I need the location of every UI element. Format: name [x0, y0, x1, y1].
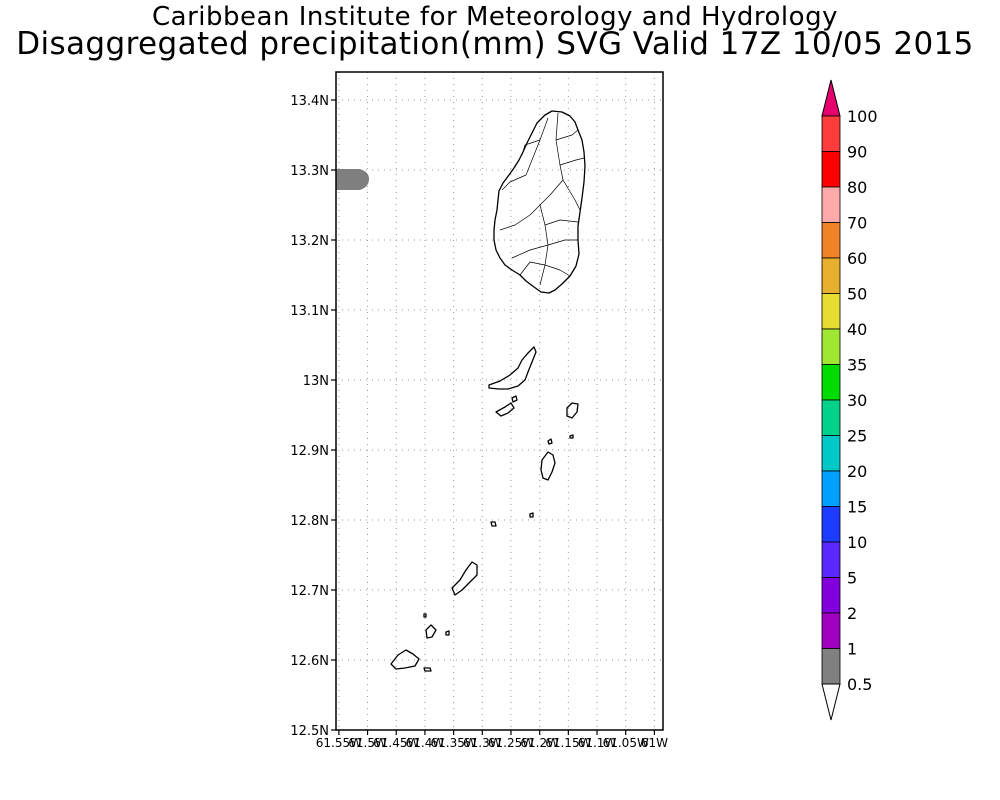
island-canouan [540, 451, 556, 481]
legend-color-box [821, 293, 841, 330]
lon-tick-label: 61.3W [463, 736, 502, 750]
island-islet [423, 667, 432, 672]
lat-tick-label: 13.2N [290, 234, 329, 249]
legend-level-label: 2 [847, 604, 857, 623]
lat-tick-label: 12.7N [290, 584, 329, 599]
legend-level-label: 20 [847, 462, 867, 481]
island-islet [511, 395, 518, 403]
island-st-vincent [493, 110, 586, 294]
map-title: Caribbean Institute for Meteorology and … [152, 2, 838, 32]
lat-tick-label: 13.3N [290, 164, 329, 179]
island-union [451, 561, 478, 596]
legend-level-label: 60 [847, 249, 867, 268]
legend-level-label: 70 [847, 214, 867, 233]
legend-level-label: 0.5 [847, 675, 872, 694]
legend-max-arrow [821, 79, 841, 117]
legend-level-label: 30 [847, 391, 867, 410]
legend-level-label: 40 [847, 320, 867, 339]
island-islet [569, 434, 574, 439]
lat-tick-label: 12.8N [290, 514, 329, 529]
legend-color-box [821, 577, 841, 614]
legend-level-label: 100 [847, 107, 878, 126]
legend-color-box [821, 328, 841, 365]
legend-level-label: 35 [847, 356, 867, 375]
legend-color-box [821, 612, 841, 649]
island-carriacou [390, 649, 420, 670]
legend-level-label: 10 [847, 533, 867, 552]
legend-level-label: 25 [847, 427, 867, 446]
island-islet [529, 512, 534, 518]
legend-level-label: 50 [847, 285, 867, 304]
lat-tick-label: 13N [303, 374, 329, 389]
map-frame [335, 71, 664, 731]
lon-tick-label: 61.1W [578, 736, 617, 750]
lon-tick-label: 61.4W [406, 736, 445, 750]
legend-level-label: 1 [847, 640, 857, 659]
coastlines [390, 110, 586, 672]
lat-tick-label: 12.5N [290, 724, 329, 739]
legend-color-box [821, 364, 841, 401]
island-bequia [488, 346, 537, 390]
map-axes: 13.4N 13.3N 13.2N 13.1N 13N 12.9N 12.8N 12.7N 12… [290, 94, 668, 750]
lon-tick-label: 61.45W [373, 736, 419, 750]
lat-tick-label: 13.4N [290, 94, 329, 109]
legend-level-label: 80 [847, 178, 867, 197]
legend-level-label: 15 [847, 498, 867, 517]
lon-tick-label: 61W [641, 736, 668, 750]
island-islet [490, 521, 497, 527]
island-mustique [566, 402, 579, 419]
precip-area [336, 169, 369, 190]
island-islet [495, 402, 515, 417]
legend-color-box [821, 435, 841, 472]
legend-color-box [821, 222, 841, 259]
lon-tick-label: 61.2W [520, 736, 559, 750]
legend-color-box [821, 186, 841, 223]
lat-tick-label: 13.1N [290, 304, 329, 319]
legend-color-box [821, 151, 841, 188]
legend-color-box [821, 541, 841, 578]
island-islet [425, 624, 437, 639]
lon-tick-label: 61.5W [348, 736, 387, 750]
lon-tick-label: 61.55W [316, 736, 362, 750]
legend-level-label: 90 [847, 143, 867, 162]
legend-color-box [821, 115, 841, 152]
lon-tick-label: 61.05W [603, 736, 649, 750]
legend-color-box [821, 506, 841, 543]
legend-color-box [821, 399, 841, 436]
lat-tick-label: 12.9N [290, 444, 329, 459]
legend-level-label: 5 [847, 569, 857, 588]
island-islet [423, 613, 427, 618]
legend-min-arrow [821, 683, 841, 721]
precipitation-layer [336, 169, 369, 190]
legend-color-box [821, 648, 841, 685]
lon-tick-label: 61.25W [488, 736, 534, 750]
island-islet [547, 438, 553, 445]
legend-color-box [821, 257, 841, 294]
lon-tick-label: 61.35W [430, 736, 476, 750]
lat-tick-label: 12.6N [290, 654, 329, 669]
island-islet [445, 630, 450, 636]
lon-tick-label: 61.15W [545, 736, 591, 750]
map-subtitle: Disaggregated precipitation(mm) SVG Vali… [16, 26, 974, 62]
map-grid [336, 72, 663, 731]
legend-color-box [821, 470, 841, 507]
watershed-lines [499, 112, 585, 286]
